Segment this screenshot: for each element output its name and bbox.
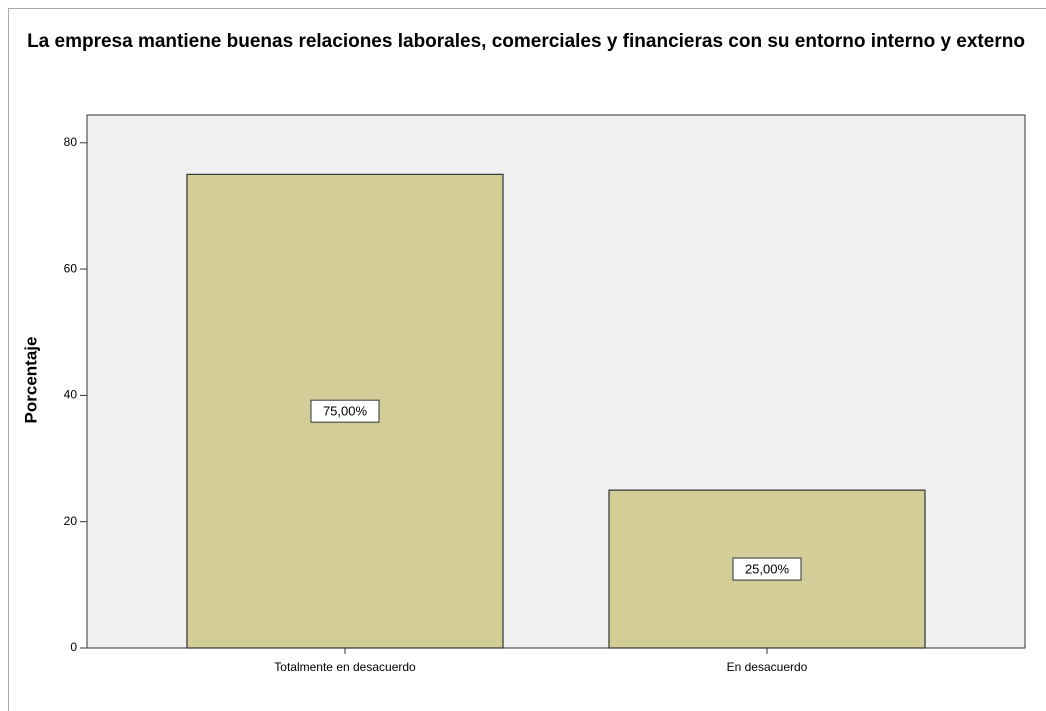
value-label: 25,00% [745,561,790,576]
chart-title: La empresa mantiene buenas relaciones la… [27,31,1025,52]
x-tick-label: En desacuerdo [727,660,808,674]
value-label: 75,00% [323,404,368,419]
y-axis-label: Porcentaje [21,337,40,424]
y-tick-label: 40 [64,388,78,402]
value-label-box [732,557,802,581]
value-label-box [310,399,380,423]
y-tick-label: 80 [64,135,78,149]
y-tick-label: 60 [64,261,78,275]
y-tick-label: 0 [70,640,77,654]
bar [608,489,926,649]
x-tick-label: Totalmente en desacuerdo [274,660,416,674]
y-tick-label: 20 [64,514,78,528]
